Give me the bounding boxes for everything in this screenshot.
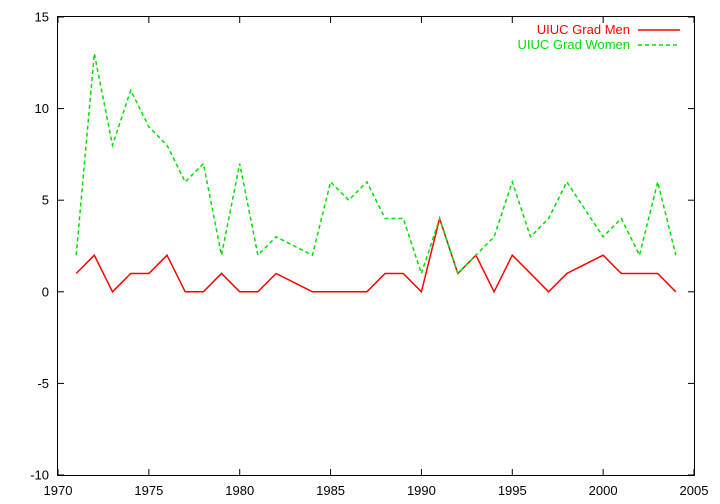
axis-ticks: 1970 1975 1980 1985 1990 1995 2000 2005 -10 -5 0 5 1… bbox=[30, 10, 708, 499]
y-tick-label: 15 bbox=[35, 10, 49, 25]
y-tick-label: 10 bbox=[35, 101, 49, 116]
series-layer bbox=[75, 53, 677, 294]
x-tick-label: 1995 bbox=[498, 483, 527, 498]
series-line-men bbox=[75, 215, 677, 294]
y-tick-label: 0 bbox=[42, 284, 49, 299]
x-tick-label: 1990 bbox=[407, 483, 436, 498]
x-tick-label: 1980 bbox=[225, 483, 254, 498]
x-tick-label: 2000 bbox=[589, 483, 618, 498]
x-tick-label: 1985 bbox=[316, 483, 345, 498]
x-tick-label: 2005 bbox=[680, 483, 709, 498]
x-tick-label: 1975 bbox=[134, 483, 163, 498]
plot-frame bbox=[57, 16, 695, 476]
legend-label-women: UIUC Grad Women bbox=[518, 37, 630, 52]
legend: UIUC Grad Men UIUC Grad Women bbox=[518, 22, 680, 52]
legend-label-men: UIUC Grad Men bbox=[537, 22, 630, 37]
y-tick-label: 5 bbox=[42, 193, 49, 208]
y-tick-label: -5 bbox=[37, 376, 49, 391]
y-tick-label: -10 bbox=[30, 468, 49, 483]
x-tick-label: 1970 bbox=[44, 483, 73, 498]
series-line-women bbox=[75, 53, 677, 276]
